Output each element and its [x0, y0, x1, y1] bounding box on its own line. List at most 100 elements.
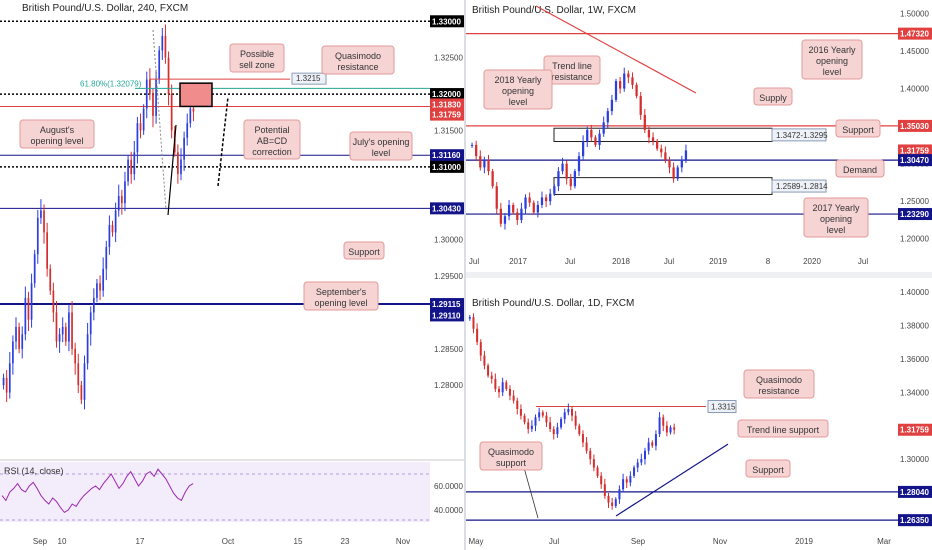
c4h-candle-14 — [46, 232, 48, 269]
c1d-candle-34 — [592, 459, 595, 468]
callout-quasimodo-1d-line-0: Quasimodo — [756, 375, 802, 385]
c4h-candle-4 — [15, 326, 17, 342]
c1d-candle-6 — [490, 375, 493, 379]
callout-quasimodo-4h-box — [321, 45, 395, 75]
c1d-candle-25 — [560, 419, 563, 428]
sell-zone-box — [179, 82, 213, 108]
x-tick-4h-1: 10 — [58, 537, 67, 546]
price-tag-4h-0: 1.33000 — [432, 17, 461, 26]
c4h-candle-1 — [5, 377, 8, 393]
c4h-candle-36 — [114, 210, 117, 233]
y-tick-1d-3: 1.34000 — [900, 388, 929, 397]
y-tick-4h-0: 1.32500 — [434, 54, 463, 63]
callout-august-line-1: opening level — [30, 136, 83, 146]
y-tick-4h-1: 1.31500 — [434, 126, 463, 135]
c1w-candle-11 — [516, 212, 519, 220]
c4h-candle-0 — [2, 377, 5, 386]
c4h-candle-49 — [155, 79, 157, 116]
c1w-candle-38 — [627, 73, 630, 78]
callout-2018-line-2: level — [509, 97, 528, 107]
callout-support-4h-line-0: Support — [348, 247, 380, 257]
c1w-candle-48 — [668, 159, 671, 168]
callout-2017-line-2: level — [827, 225, 846, 235]
c4h-candle-45 — [142, 108, 145, 131]
price-tag-4h-1-bg — [430, 88, 464, 101]
y-tick-1d-1: 1.38000 — [900, 321, 929, 330]
c4h-candle-58 — [183, 137, 185, 160]
x-tick-1w-8: Jul — [858, 257, 868, 266]
callout-supply-line-0: Supply — [759, 93, 787, 103]
c1d-candle-19 — [538, 412, 541, 418]
c1d-candle-16 — [527, 422, 530, 430]
x-tick-1w-4: Jul — [664, 257, 674, 266]
callout-2018-box — [483, 69, 553, 110]
x-tick-1w-0: Jul — [469, 257, 479, 266]
x-tick-1d-4: 2019 — [795, 537, 813, 546]
c4h-candle-13 — [43, 210, 45, 233]
panel-divider-vertical[interactable] — [464, 0, 466, 550]
c1d-candle-8 — [498, 388, 501, 393]
chart-1d-panel[interactable]: British Pound/U.S. Dollar, 1D, FXCM 1.400… — [466, 278, 932, 550]
callout-sell-zone-box — [229, 43, 285, 73]
c4h-candle-22 — [71, 312, 73, 349]
c1w-candle-3 — [483, 159, 486, 168]
x-tick-1d-0: May — [468, 537, 483, 546]
x-tick-1w-6: 8 — [766, 257, 771, 266]
c1d-candle-7 — [494, 378, 497, 389]
callout-abcd-line-2: correction — [252, 147, 292, 157]
c1w-candle-6 — [495, 186, 498, 209]
c1w-candle-50 — [676, 167, 679, 179]
callout-trendline-1w-line-1: resistance — [551, 72, 592, 82]
panel-divider-horizontal[interactable] — [466, 272, 932, 278]
chart-1w-svg[interactable]: British Pound/U.S. Dollar, 1W, FXCM 1.500… — [466, 0, 932, 272]
callout-support-1d-line-0: Support — [752, 465, 784, 475]
x-tick-4h-0: Sep — [33, 537, 48, 546]
x-tick-4h-2: 17 — [136, 537, 145, 546]
trend-line-support-1d — [615, 443, 729, 517]
chart-1d-svg[interactable]: British Pound/U.S. Dollar, 1D, FXCM 1.400… — [466, 278, 932, 550]
c1d-candle-17 — [530, 425, 533, 430]
abcd-leg-1 — [167, 124, 177, 216]
zone-1w-label-bg-0 — [771, 128, 827, 142]
c1w-candle-28 — [586, 129, 589, 142]
callout-2017-line-1: opening — [820, 214, 852, 224]
c1w-candle-43 — [647, 129, 651, 138]
c1d-candle-43 — [625, 479, 628, 483]
chart-1w-panel[interactable]: British Pound/U.S. Dollar, 1W, FXCM 1.500… — [466, 0, 932, 272]
callout-2016-box — [801, 39, 863, 80]
callout-quasimodo-4h-line-1: resistance — [337, 62, 378, 72]
chart-4h-svg[interactable]: British Pound/U.S. Dollar, 240, FXCM 1.32… — [0, 0, 464, 550]
price-tag-1w-2-bg — [898, 144, 932, 157]
c1w-candle-32 — [602, 122, 605, 134]
callout-quasimodo-4h-line-0: Quasimodo — [335, 51, 381, 61]
chart-4h-panel[interactable]: British Pound/U.S. Dollar, 240, FXCM 1.32… — [0, 0, 464, 550]
c1d-candle-45 — [633, 467, 636, 476]
price-tag-4h-3-bg — [430, 108, 464, 121]
c1d-candle-39 — [611, 502, 614, 506]
c4h-candle-42 — [133, 152, 136, 175]
target-box-4h — [291, 72, 327, 85]
callout-september-line-1: opening level — [314, 298, 367, 308]
c4h-candle-5 — [18, 326, 20, 349]
c1w-candle-4 — [487, 159, 490, 172]
x-tick-1w-7: 2020 — [803, 257, 821, 266]
c4h-candle-44 — [139, 123, 142, 131]
c1d-candle-48 — [643, 450, 646, 460]
zone-1w-label-bg-1 — [771, 179, 827, 193]
y-tick-1d-4: 1.30000 — [900, 455, 929, 464]
y-tick-4h-5: 1.28000 — [434, 381, 463, 390]
price-tag-1w-1-bg — [898, 119, 932, 132]
zone-1w-label-0: 1.3472-1.3295 — [776, 131, 828, 140]
rsi-y-tick-0: 60.0000 — [434, 482, 463, 491]
c4h-candle-11 — [36, 217, 39, 255]
c1d-candle-11 — [508, 388, 511, 396]
y-tick-1d-0: 1.40000 — [900, 288, 929, 297]
y-tick-1w-5: 1.25000 — [900, 197, 929, 206]
c4h-candle-30 — [96, 283, 98, 298]
price-tag-1d-2: 1.26350 — [900, 516, 929, 525]
x-tick-1w-2: Jul — [565, 257, 575, 266]
callout-2016-line-1: opening — [816, 56, 848, 66]
c1d-candle-4 — [483, 355, 486, 366]
c1d-candle-35 — [596, 467, 599, 476]
target-label-4h: 1.3215 — [296, 74, 321, 83]
